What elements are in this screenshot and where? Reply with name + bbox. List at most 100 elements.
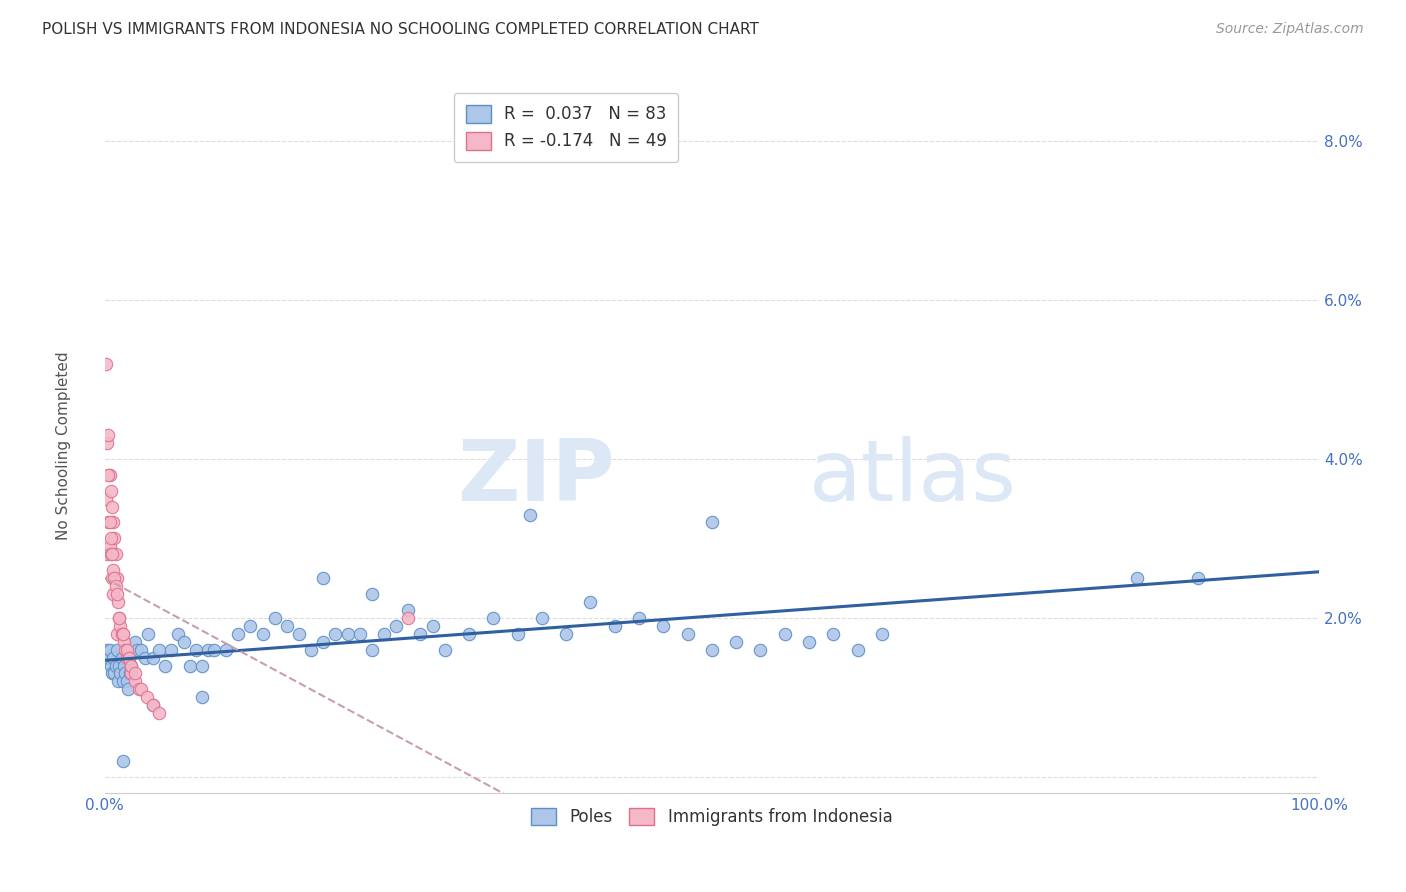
Point [114,666,136,681]
Point [100,483,122,498]
Point [239,619,262,633]
Point [433,642,456,657]
Point [111,626,134,640]
Point [482,611,505,625]
Text: atlas: atlas [808,436,1017,519]
Point [555,626,578,640]
Point [107,674,129,689]
Point [101,666,124,681]
Point [700,516,723,530]
Point [458,626,481,640]
Point [96,436,118,450]
Point [349,626,371,640]
Point [111,674,134,689]
Point [108,658,131,673]
Point [128,682,150,697]
Point [797,634,820,648]
Point [136,690,159,705]
Point [101,516,124,530]
Point [124,634,146,648]
Point [142,650,165,665]
Point [846,642,869,657]
Text: No Schooling Completed: No Schooling Completed [56,351,70,541]
Point [118,650,141,665]
Point [312,634,335,648]
Point [422,619,444,633]
Point [396,611,419,625]
Point [103,666,125,681]
Point [226,626,249,640]
Point [360,642,382,657]
Point [111,754,134,768]
Point [1187,571,1209,585]
Point [191,690,214,705]
Point [97,650,120,665]
Point [111,650,134,665]
Point [124,666,146,681]
Point [105,626,128,640]
Point [120,658,142,673]
Point [202,642,225,657]
Point [101,571,124,585]
Point [579,595,602,609]
Point [98,539,121,553]
Point [98,516,121,530]
Point [120,658,142,673]
Point [104,547,127,561]
Point [173,634,195,648]
Point [725,634,748,648]
Legend: Poles, Immigrants from Indonesia: Poles, Immigrants from Indonesia [523,799,901,834]
Point [97,467,120,482]
Point [129,682,152,697]
Point [101,500,124,514]
Point [110,666,132,681]
Point [117,682,139,697]
Point [1126,571,1149,585]
Point [103,532,125,546]
Point [124,674,146,689]
Point [676,626,699,640]
Point [101,547,124,561]
Point [108,611,131,625]
Point [142,698,165,713]
Point [100,658,122,673]
Point [603,619,626,633]
Point [96,642,118,657]
Point [134,650,156,665]
Text: Source: ZipAtlas.com: Source: ZipAtlas.com [1216,22,1364,37]
Point [118,650,141,665]
Point [142,698,165,713]
Point [111,626,134,640]
Point [120,666,142,681]
Point [97,516,120,530]
Text: POLISH VS IMMIGRANTS FROM INDONESIA NO SCHOOLING COMPLETED CORRELATION CHART: POLISH VS IMMIGRANTS FROM INDONESIA NO S… [42,22,759,37]
Point [112,658,135,673]
Point [148,642,170,657]
Point [288,626,311,640]
Point [628,611,651,625]
Point [112,634,135,648]
Point [120,666,142,681]
Point [155,658,177,673]
Point [519,508,541,522]
Point [336,626,359,640]
Point [184,642,207,657]
Point [129,642,152,657]
Point [396,603,419,617]
Point [104,658,127,673]
Point [98,642,121,657]
Point [114,642,136,657]
Point [160,642,183,657]
Point [530,611,553,625]
Point [104,579,127,593]
Point [101,563,124,577]
Point [118,650,141,665]
Point [179,658,201,673]
Point [360,587,382,601]
Point [276,619,298,633]
Point [98,467,121,482]
Point [115,650,138,665]
Point [100,547,122,561]
Point [506,626,529,640]
Point [749,642,772,657]
